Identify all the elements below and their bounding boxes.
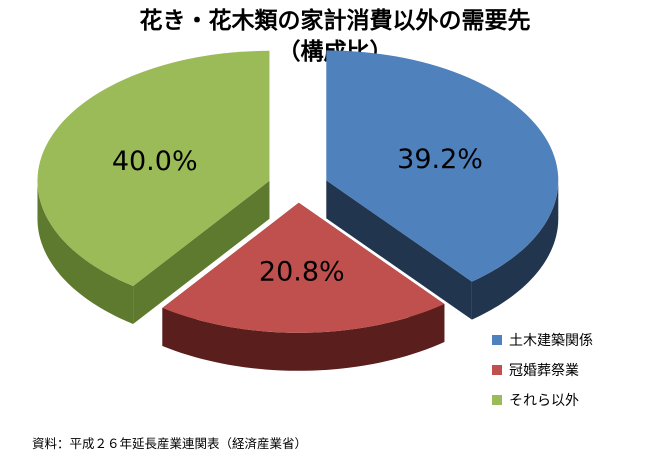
slice-2-top xyxy=(162,202,445,333)
legend-label-2: 冠婚葬祭業 xyxy=(509,363,579,379)
slice-3-edge-1 xyxy=(133,180,270,324)
slice-2-label: 20.8% xyxy=(259,256,345,287)
source-note: 資料：平成２６年延長産業連関表（経済産業省） xyxy=(32,436,308,451)
slice-1-top xyxy=(326,50,559,282)
legend-item-3: それら以外 xyxy=(492,385,593,415)
pie-labels: 39.2% 20.8% 40.0% xyxy=(112,144,483,287)
pie-tops xyxy=(37,50,559,333)
legend-item-1: 土木建築関係 xyxy=(492,325,593,355)
legend-label-1: 土木建築関係 xyxy=(509,333,593,349)
legend-swatch-2 xyxy=(492,365,502,375)
legend-swatch-1 xyxy=(492,335,502,345)
slice-1-side xyxy=(471,180,559,320)
slice-1-edge-2 xyxy=(326,180,472,320)
slice-3-top xyxy=(37,50,270,286)
legend-item-2: 冠婚葬祭業 xyxy=(492,355,593,385)
legend: 土木建築関係 冠婚葬祭業 それら以外 xyxy=(492,325,593,415)
chart-title-line-1: 花き・花木類の家計消費以外の需要先 xyxy=(139,8,531,34)
slice-3-label: 40.0% xyxy=(112,146,198,177)
legend-swatch-3 xyxy=(492,395,502,405)
slice-1-label: 39.2% xyxy=(397,144,483,175)
legend-label-3: それら以外 xyxy=(509,393,579,409)
slice-3-side xyxy=(37,180,134,324)
slice-2-side xyxy=(162,304,445,371)
